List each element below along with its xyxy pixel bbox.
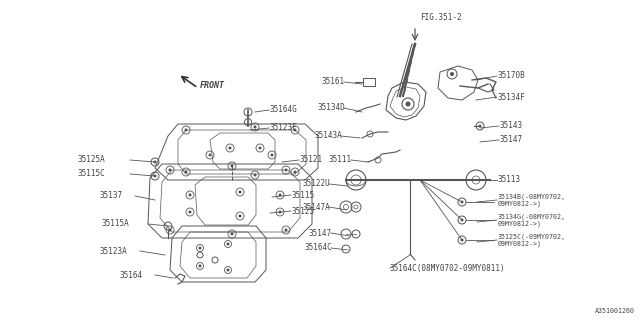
Text: 35143: 35143 bbox=[500, 122, 523, 131]
Circle shape bbox=[184, 171, 188, 173]
Text: 35143A: 35143A bbox=[314, 132, 342, 140]
Text: 35123A: 35123A bbox=[100, 246, 128, 255]
Text: FRONT: FRONT bbox=[200, 82, 225, 91]
Circle shape bbox=[154, 161, 157, 164]
Text: 35115A: 35115A bbox=[102, 220, 130, 228]
Circle shape bbox=[259, 147, 262, 149]
Bar bbox=[363, 78, 375, 86]
Circle shape bbox=[461, 201, 463, 204]
Circle shape bbox=[271, 154, 273, 156]
Circle shape bbox=[184, 129, 188, 132]
Text: 35111: 35111 bbox=[329, 156, 352, 164]
Circle shape bbox=[285, 169, 287, 172]
Circle shape bbox=[189, 194, 191, 196]
Circle shape bbox=[168, 228, 172, 231]
Text: FIG.351-2: FIG.351-2 bbox=[420, 13, 461, 22]
Text: 35164C: 35164C bbox=[304, 244, 332, 252]
Text: 35115C: 35115C bbox=[78, 170, 106, 179]
Text: 35161: 35161 bbox=[322, 77, 345, 86]
Circle shape bbox=[239, 190, 241, 194]
Circle shape bbox=[189, 211, 191, 213]
Circle shape bbox=[278, 194, 282, 196]
Circle shape bbox=[228, 147, 232, 149]
Text: 35137: 35137 bbox=[100, 191, 123, 201]
Circle shape bbox=[209, 154, 211, 156]
Circle shape bbox=[294, 171, 296, 173]
Circle shape bbox=[479, 124, 481, 127]
Circle shape bbox=[230, 233, 234, 236]
Text: 35147A: 35147A bbox=[302, 203, 330, 212]
Text: 35123F: 35123F bbox=[270, 124, 298, 132]
Text: 35125C(-09MY0702,
09MY0812->): 35125C(-09MY0702, 09MY0812->) bbox=[498, 233, 566, 247]
Circle shape bbox=[198, 265, 202, 268]
Circle shape bbox=[198, 246, 202, 250]
Text: A351001260: A351001260 bbox=[595, 308, 635, 314]
Circle shape bbox=[461, 219, 463, 221]
Circle shape bbox=[461, 238, 463, 242]
Text: 35164G: 35164G bbox=[270, 106, 298, 115]
Circle shape bbox=[227, 268, 230, 271]
Circle shape bbox=[230, 164, 234, 167]
Circle shape bbox=[168, 169, 172, 172]
Circle shape bbox=[450, 72, 454, 76]
Text: 35115: 35115 bbox=[292, 190, 315, 199]
Text: 35164: 35164 bbox=[120, 270, 143, 279]
Circle shape bbox=[154, 174, 157, 178]
Circle shape bbox=[406, 101, 410, 107]
Text: 35134G(-08MY0702,
09MY0812->): 35134G(-08MY0702, 09MY0812->) bbox=[498, 213, 566, 227]
Circle shape bbox=[294, 129, 296, 132]
Text: 35122U: 35122U bbox=[302, 180, 330, 188]
Text: 35134B(-08MY0702,
09MY0812->): 35134B(-08MY0702, 09MY0812->) bbox=[498, 193, 566, 207]
Circle shape bbox=[239, 214, 241, 218]
Text: 35121: 35121 bbox=[300, 156, 323, 164]
Text: 35164C(08MY0702-09MY0811): 35164C(08MY0702-09MY0811) bbox=[390, 263, 506, 273]
Circle shape bbox=[278, 211, 282, 213]
Text: 35113: 35113 bbox=[498, 175, 521, 185]
Text: 35134F: 35134F bbox=[498, 92, 525, 101]
Text: 35125: 35125 bbox=[292, 206, 315, 215]
Text: 35147: 35147 bbox=[309, 228, 332, 237]
Circle shape bbox=[253, 125, 257, 129]
Circle shape bbox=[285, 228, 287, 231]
Text: 35170B: 35170B bbox=[498, 71, 525, 81]
Text: 35134D: 35134D bbox=[317, 103, 345, 113]
Circle shape bbox=[227, 243, 230, 245]
Text: 35147: 35147 bbox=[500, 135, 523, 145]
Text: 35125A: 35125A bbox=[78, 156, 106, 164]
Circle shape bbox=[253, 173, 257, 177]
